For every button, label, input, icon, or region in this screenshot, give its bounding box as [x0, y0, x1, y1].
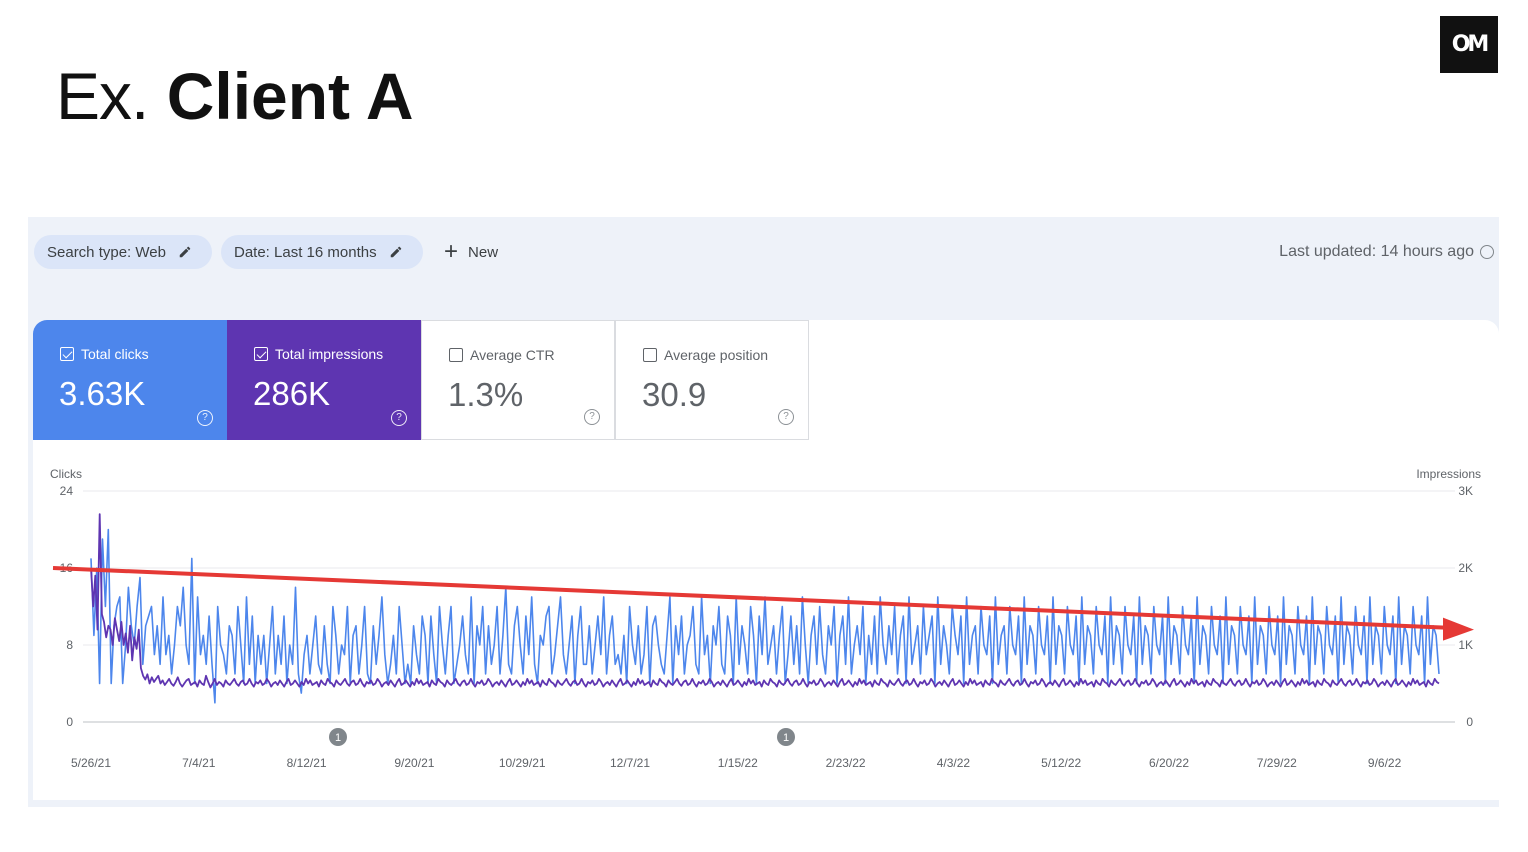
x-tick-label: 9/20/21 [394, 756, 434, 770]
metric-label: Average position [664, 347, 769, 363]
performance-chart: ClicksImpressions243K162K81K005/26/217/4… [50, 467, 1481, 770]
x-tick-label: 8/12/21 [287, 756, 327, 770]
logo-text: OM [1451, 32, 1490, 57]
last-updated-text: Last updated: 14 hours ago [1279, 243, 1474, 260]
right-tick-label: 0 [1466, 715, 1473, 729]
metric-value: 30.9 [642, 376, 707, 413]
annotation-marker [777, 728, 795, 746]
metric-label: Total impressions [275, 346, 384, 362]
info-icon[interactable] [1480, 245, 1494, 259]
metric-total-impressions[interactable]: Total impressions 286K ? [227, 320, 421, 440]
new-filter-label: New [468, 243, 499, 261]
last-updated: Last updated: 14 hours ago [1279, 235, 1494, 269]
left-tick-label: 8 [66, 638, 73, 652]
search-type-filter-chip[interactable]: Search type: Web [34, 235, 212, 269]
metric-value: 1.3% [448, 376, 524, 413]
clicks-series-line [90, 528, 1440, 704]
checkbox-unchecked-icon[interactable] [643, 348, 657, 362]
x-tick-label: 5/12/22 [1041, 756, 1081, 770]
metric-total-clicks[interactable]: Total clicks 3.63K ? [33, 320, 227, 440]
x-tick-label: 2/23/22 [826, 756, 866, 770]
checkbox-checked-icon[interactable] [60, 347, 74, 361]
help-icon[interactable]: ? [391, 410, 407, 426]
brand-logo: OM [1440, 16, 1498, 73]
help-icon[interactable]: ? [584, 409, 600, 425]
search-console-panel: Search type: Web Date: Last 16 months + … [28, 217, 1499, 807]
right-tick-label: 2K [1458, 561, 1473, 575]
date-filter-chip[interactable]: Date: Last 16 months [221, 235, 423, 269]
help-icon[interactable]: ? [197, 410, 213, 426]
left-tick-label: 0 [66, 715, 73, 729]
x-tick-label: 6/20/22 [1149, 756, 1189, 770]
right-tick-label: 3K [1458, 484, 1473, 498]
metric-value: 3.63K [59, 375, 146, 412]
x-tick-label: 7/29/22 [1257, 756, 1297, 770]
filter-bar: Search type: Web Date: Last 16 months + … [34, 235, 1494, 269]
metric-label: Average CTR [470, 347, 555, 363]
pencil-icon[interactable] [389, 245, 403, 259]
annotation-label: 1 [783, 732, 789, 744]
x-tick-label: 9/6/22 [1368, 756, 1402, 770]
date-filter-label: Date: Last 16 months [234, 243, 377, 261]
checkbox-unchecked-icon[interactable] [449, 348, 463, 362]
right-tick-label: 1K [1458, 638, 1473, 652]
x-tick-label: 12/7/21 [610, 756, 650, 770]
x-tick-label: 1/15/22 [718, 756, 758, 770]
slide-title-prefix: Ex. [56, 59, 149, 133]
checkbox-checked-icon[interactable] [254, 347, 268, 361]
x-tick-label: 7/4/21 [182, 756, 216, 770]
annotation-label: 1 [335, 732, 341, 744]
right-axis-title: Impressions [1416, 467, 1481, 481]
left-axis-title: Clicks [50, 467, 82, 481]
slide-title-main: Client A [166, 59, 414, 133]
performance-card: Total clicks 3.63K ? Total impressions 2… [33, 320, 1499, 800]
left-tick-label: 24 [60, 484, 74, 498]
search-type-filter-label: Search type: Web [47, 243, 166, 261]
x-tick-label: 4/3/22 [937, 756, 971, 770]
annotation-marker [329, 728, 347, 746]
metric-label: Total clicks [81, 346, 149, 362]
trend-arrow-line [52, 566, 1446, 630]
slide-title: Ex. Client A [56, 58, 414, 134]
trend-arrow-head [1443, 617, 1474, 641]
metric-average-ctr[interactable]: Average CTR 1.3% ? [421, 320, 615, 440]
x-tick-label: 5/26/21 [71, 756, 111, 770]
metric-value: 286K [253, 375, 331, 412]
help-icon[interactable]: ? [778, 409, 794, 425]
new-filter-button[interactable]: + New [444, 235, 498, 269]
metric-average-position[interactable]: Average position 30.9 ? [615, 320, 809, 440]
x-tick-label: 10/29/21 [499, 756, 546, 770]
pencil-icon[interactable] [178, 245, 192, 259]
impressions-series-line [90, 513, 1440, 689]
plus-icon: + [444, 238, 459, 265]
